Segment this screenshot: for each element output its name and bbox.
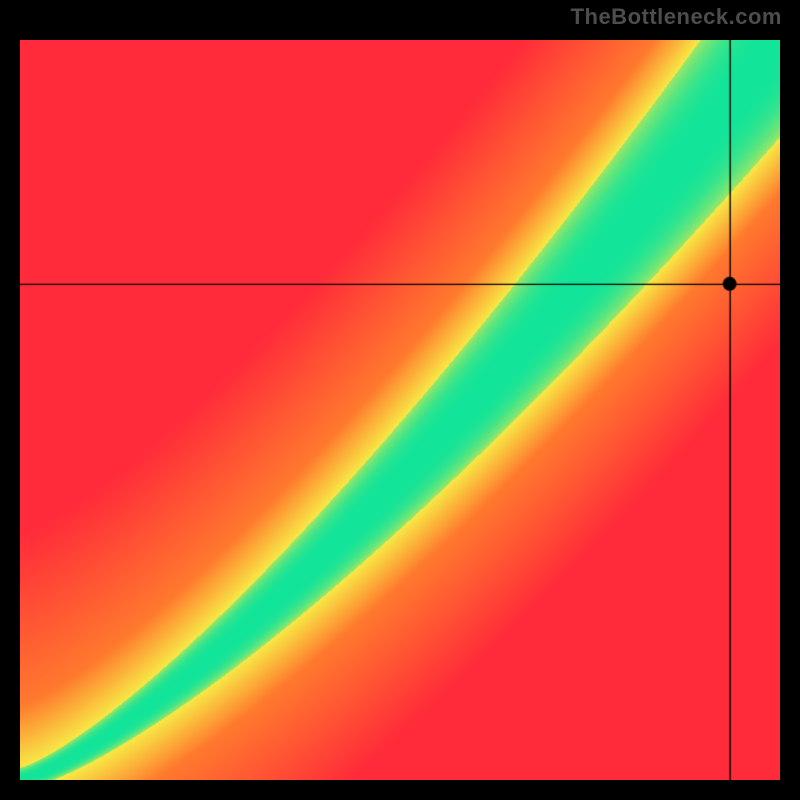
attribution-text: TheBottleneck.com	[571, 4, 782, 30]
bottleneck-heatmap	[20, 40, 780, 780]
chart-root: TheBottleneck.com	[0, 0, 800, 800]
